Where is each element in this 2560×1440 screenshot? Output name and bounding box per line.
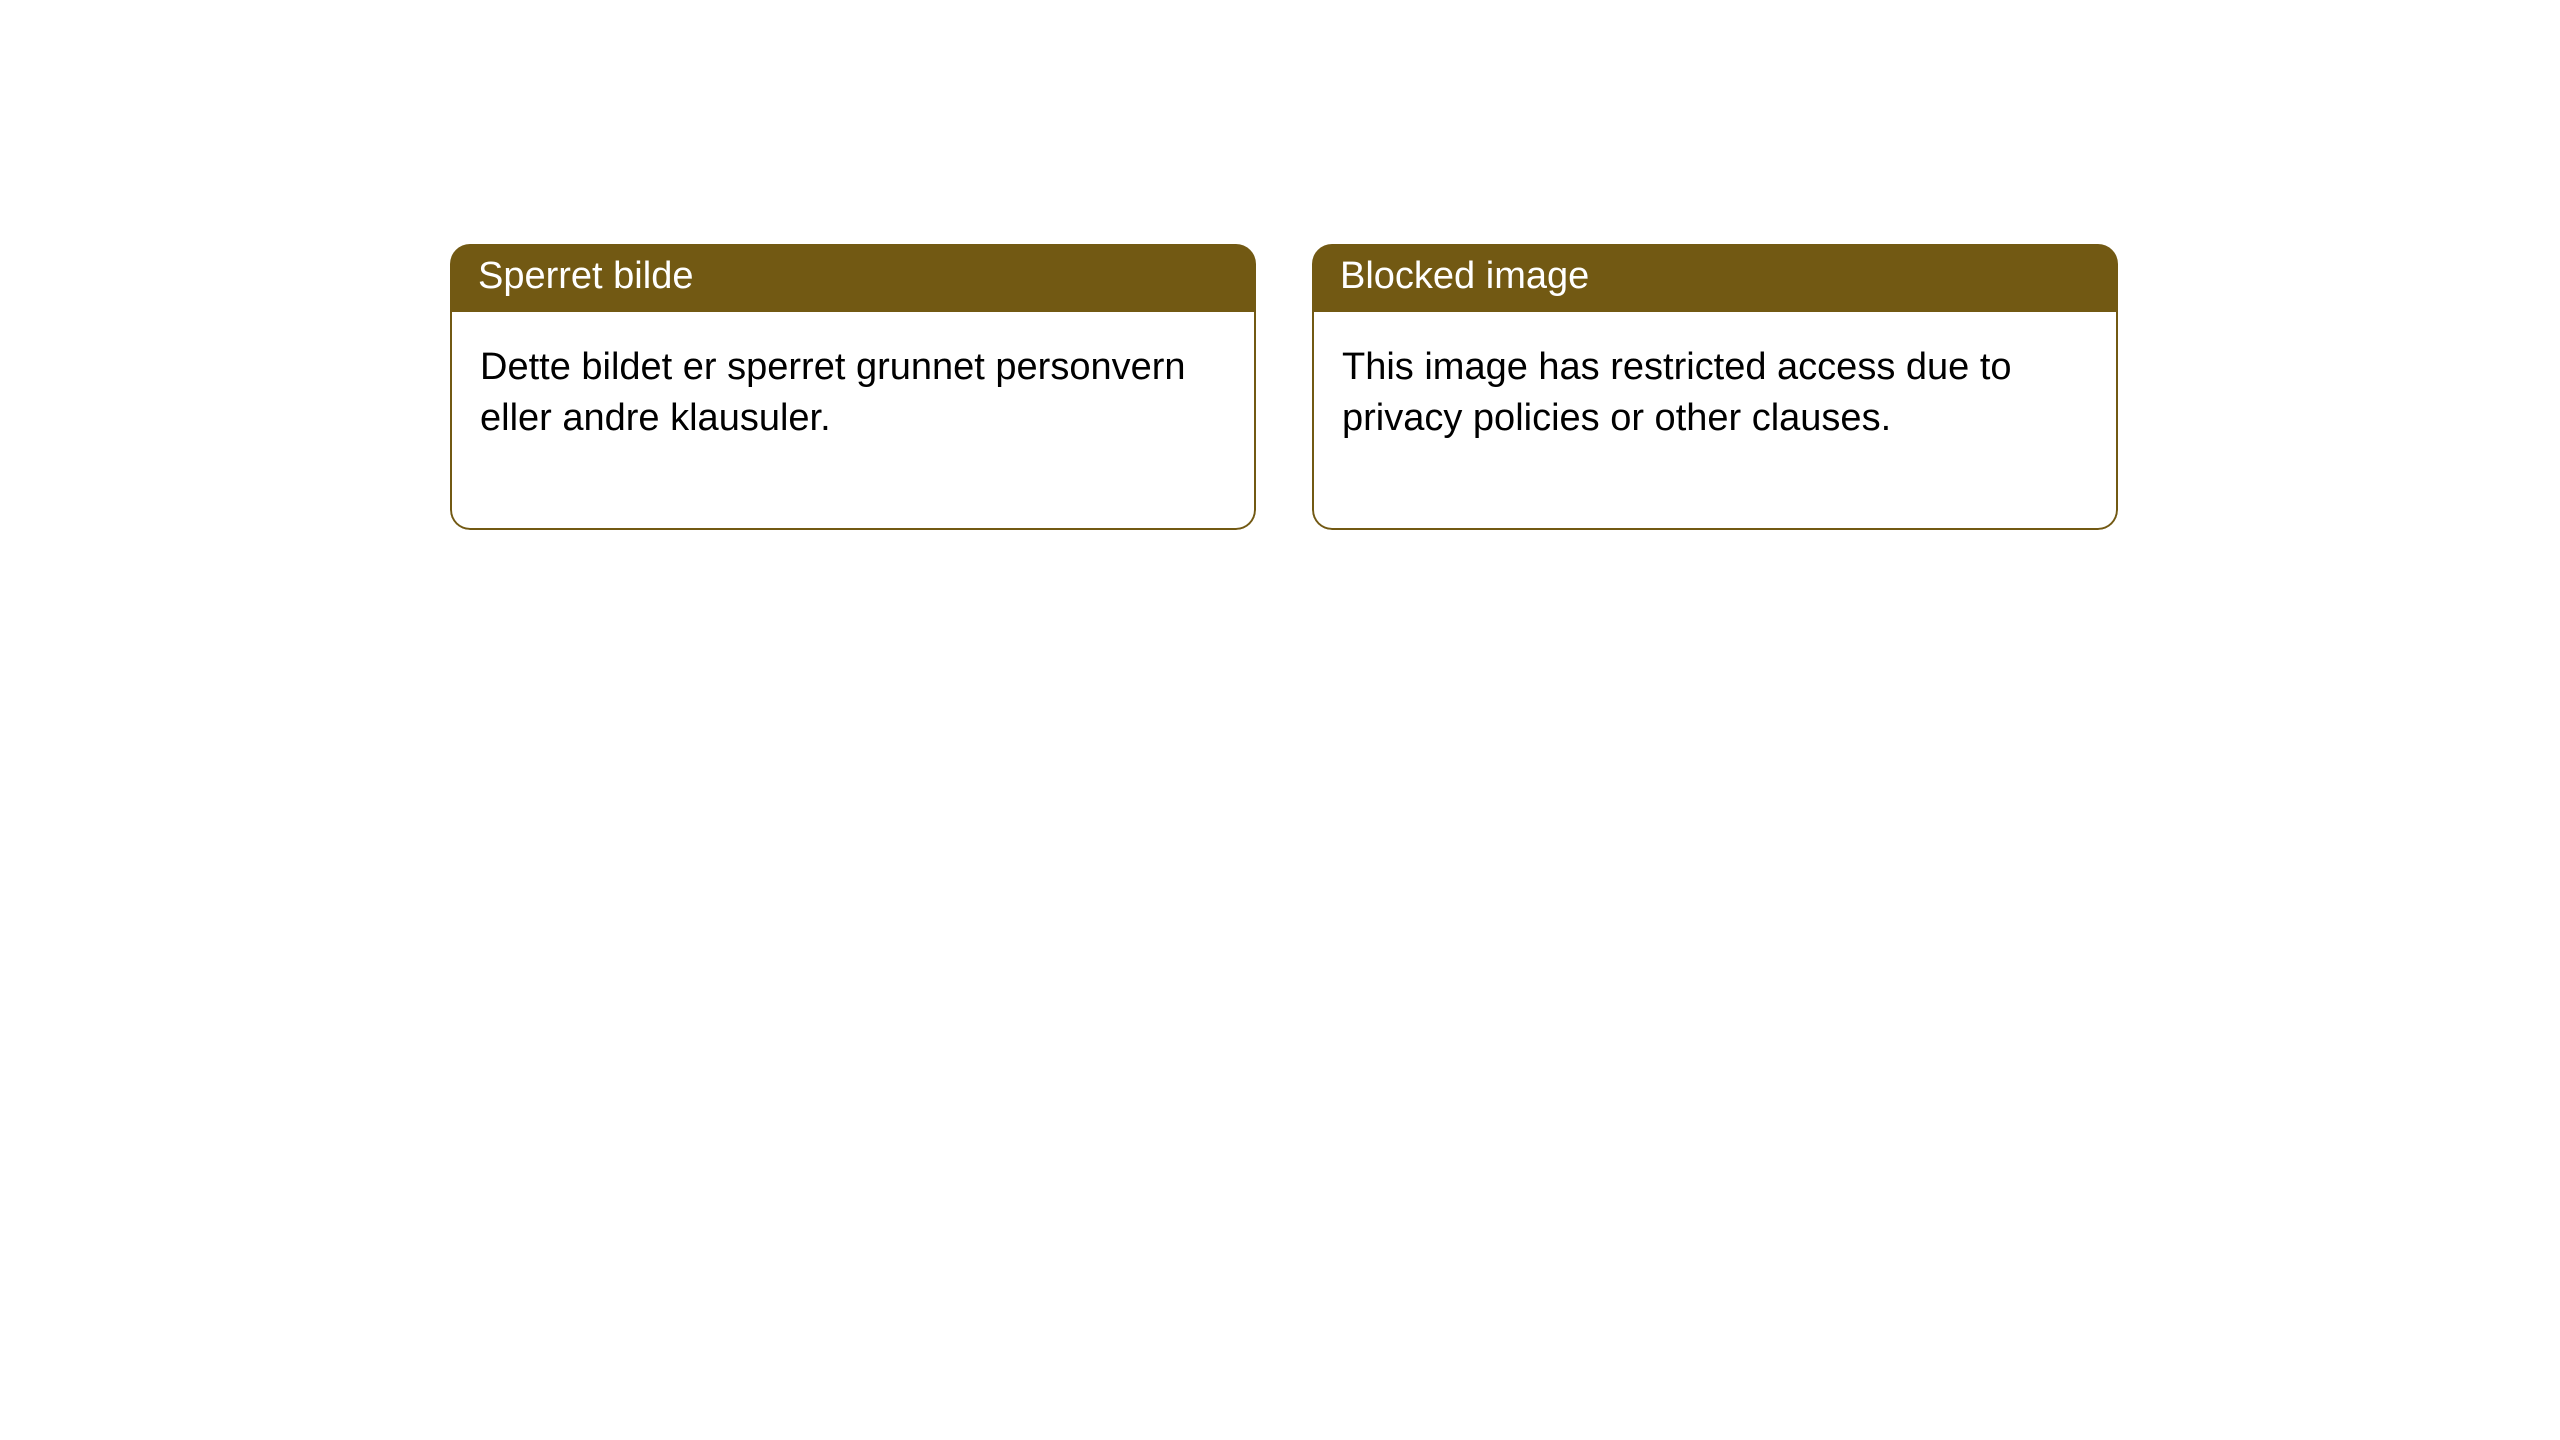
card-body-en: This image has restricted access due to … bbox=[1312, 312, 2118, 531]
notice-cards-container: Sperret bilde Dette bildet er sperret gr… bbox=[0, 0, 2560, 530]
card-body-no: Dette bildet er sperret grunnet personve… bbox=[450, 312, 1256, 531]
card-title-en: Blocked image bbox=[1312, 244, 2118, 312]
blocked-image-card-no: Sperret bilde Dette bildet er sperret gr… bbox=[450, 244, 1256, 530]
card-title-no: Sperret bilde bbox=[450, 244, 1256, 312]
blocked-image-card-en: Blocked image This image has restricted … bbox=[1312, 244, 2118, 530]
